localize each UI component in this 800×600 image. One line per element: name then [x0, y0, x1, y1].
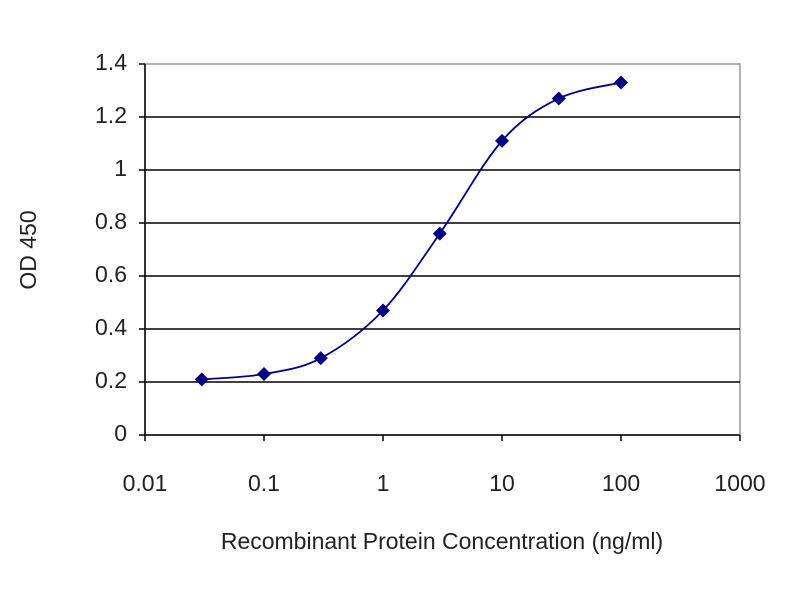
- x-tick-label: 100: [602, 470, 640, 496]
- y-tick-label: 0.4: [95, 314, 127, 340]
- x-tick-label: 1000: [714, 470, 765, 496]
- y-tick-label: 0.2: [95, 367, 127, 393]
- plot-area: [144, 63, 741, 436]
- y-tick-label: 0.8: [95, 208, 127, 234]
- x-tick-label: 0.1: [248, 470, 280, 496]
- marker: [614, 75, 628, 90]
- x-axis-label: Recombinant Protein Concentration (ng/ml…: [221, 528, 663, 554]
- marker: [313, 351, 328, 366]
- marker: [194, 372, 209, 387]
- marker: [551, 91, 566, 106]
- y-tick-label: 1.2: [95, 102, 127, 128]
- y-axis-label: OD 450: [15, 210, 41, 289]
- x-tick-label: 10: [489, 470, 515, 496]
- x-tick-label: 1: [377, 470, 390, 496]
- x-tick-label: 0.01: [123, 470, 168, 496]
- marker: [257, 367, 271, 382]
- y-tick-label: 0: [114, 420, 127, 446]
- marker: [432, 226, 447, 241]
- y-tick-label: 0.6: [95, 261, 127, 287]
- y-tick-label: 1: [114, 155, 127, 181]
- y-tick-label: 1.4: [95, 49, 127, 75]
- curve: [201, 81, 622, 381]
- marker: [495, 133, 509, 148]
- marker: [376, 303, 390, 318]
